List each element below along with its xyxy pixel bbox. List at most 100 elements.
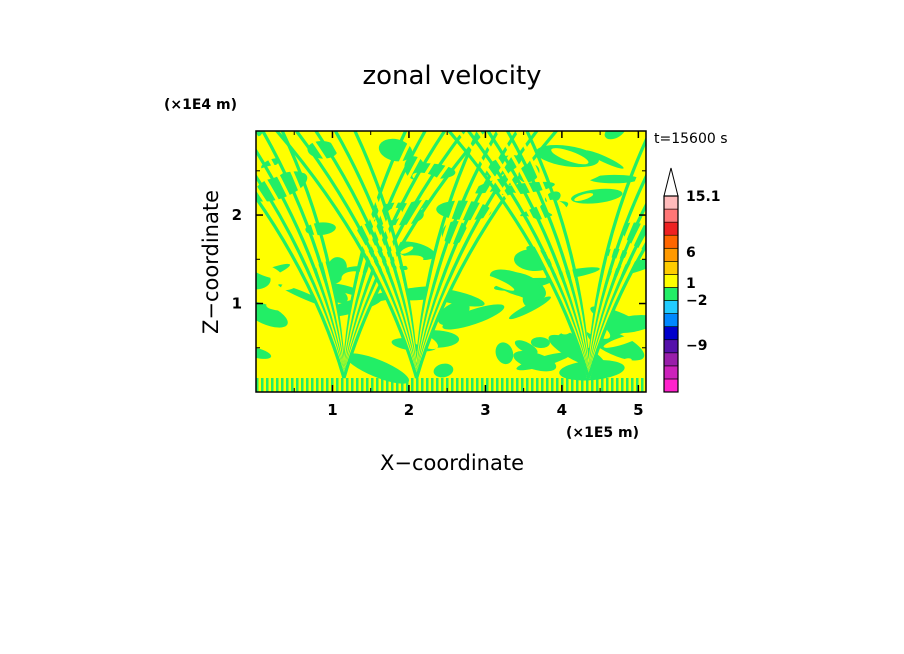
surface-ripple (371, 378, 374, 392)
surface-ripple (401, 378, 404, 392)
surface-ripple (611, 378, 614, 392)
colorbar-band (663, 300, 679, 314)
surface-ripple (631, 378, 634, 392)
colorbar-frame (663, 195, 679, 393)
colorbar-label: 6 (686, 245, 696, 261)
colorbar-label: 15.1 (686, 189, 721, 205)
colorbar-band (663, 208, 679, 223)
surface-ripple (281, 378, 284, 392)
green-patch (508, 296, 551, 320)
yellow-patch (560, 327, 572, 335)
surface-ripple (496, 378, 499, 392)
surface-ripple (491, 378, 494, 392)
y-axis: 12 (232, 170, 646, 349)
surface-ripple (586, 378, 589, 392)
colorbar-band (663, 261, 679, 275)
green-patch (489, 269, 541, 298)
green-patch (571, 188, 623, 204)
surface-ripple (536, 378, 539, 392)
surface-ripple (336, 378, 339, 392)
surface-ripple (601, 378, 604, 392)
surface-ripple (501, 378, 504, 392)
x-unit-label: (×1E5 m) (566, 425, 639, 441)
surface-ripple (481, 378, 484, 392)
surface-ripple (456, 378, 459, 392)
surface-ripple (431, 378, 434, 392)
surface-ripple (276, 378, 279, 392)
heatmap-surface-ripples (256, 378, 644, 392)
colorbar-band (663, 274, 679, 288)
colorbar-band (663, 378, 679, 393)
green-patch (256, 131, 276, 139)
y-tick-label: 2 (232, 206, 242, 224)
surface-ripple (546, 378, 549, 392)
green-patch (256, 301, 288, 328)
surface-ripple (411, 378, 414, 392)
surface-ripple (596, 378, 599, 392)
heatmap-wave-beams (256, 131, 646, 379)
green-patch (442, 304, 505, 330)
surface-ripple (316, 378, 319, 392)
x-tick-label: 2 (404, 401, 414, 419)
surface-ripple (621, 378, 624, 392)
surface-ripple (576, 378, 579, 392)
surface-ripple (486, 378, 489, 392)
surface-ripple (346, 378, 349, 392)
surface-ripple (271, 378, 274, 392)
x-tick-label: 3 (480, 401, 490, 419)
surface-ripple (341, 378, 344, 392)
surface-ripple (446, 378, 449, 392)
surface-ripple (416, 378, 419, 392)
surface-ripple (306, 378, 309, 392)
time-label: t=15600 s (654, 131, 728, 147)
surface-ripple (386, 378, 389, 392)
yellow-patch (510, 192, 541, 207)
surface-ripple (556, 378, 559, 392)
surface-ripple (296, 378, 299, 392)
green-patch (394, 241, 436, 261)
surface-ripple (301, 378, 304, 392)
surface-ripple (466, 378, 469, 392)
colorbar-label: 1 (686, 276, 696, 292)
y-tick-label: 1 (232, 295, 242, 313)
green-patch (437, 301, 470, 326)
surface-ripple (326, 378, 329, 392)
surface-ripple (566, 378, 569, 392)
surface-ripple (376, 378, 379, 392)
plot-frame (255, 130, 647, 393)
yellow-patch (603, 333, 643, 348)
surface-ripple (551, 378, 554, 392)
surface-ripple (311, 378, 314, 392)
colorbar-band (663, 352, 679, 367)
surface-ripple (506, 378, 509, 392)
wave-beam (256, 195, 346, 379)
surface-ripple (291, 378, 294, 392)
green-patch (606, 315, 646, 334)
green-patch (495, 342, 514, 365)
colorbar-band (663, 365, 679, 380)
surface-ripple (366, 378, 369, 392)
colorbar-band (663, 287, 679, 301)
green-patch (514, 340, 538, 355)
green-patch (433, 363, 454, 378)
green-patch (589, 174, 639, 184)
heatmap-field (256, 131, 646, 392)
colorbar-band (663, 195, 679, 210)
yellow-patch (256, 240, 282, 249)
surface-ripple (516, 378, 519, 392)
yellow-patch (575, 169, 606, 184)
surface-ripple (476, 378, 479, 392)
surface-ripple (261, 378, 264, 392)
wave-beam (446, 131, 591, 379)
yellow-patch (265, 290, 288, 305)
surface-ripple (441, 378, 444, 392)
colorbar-band (663, 221, 679, 236)
colorbar-band (663, 326, 679, 341)
surface-ripple (266, 378, 269, 392)
surface-ripple (391, 378, 394, 392)
surface-ripple (286, 378, 289, 392)
surface-ripple (321, 378, 324, 392)
yellow-patch (483, 237, 520, 251)
surface-ripple (351, 378, 354, 392)
colorbar-label: −9 (686, 338, 707, 354)
